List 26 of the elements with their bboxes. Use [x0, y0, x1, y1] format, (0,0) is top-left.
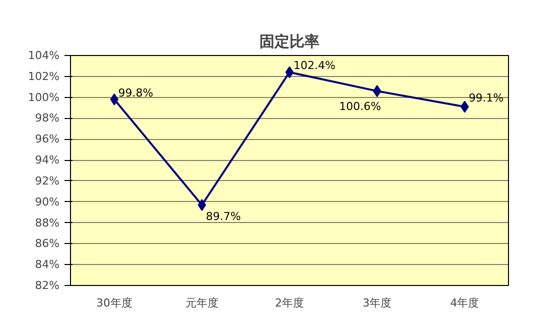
- data-label: 100.6%: [339, 100, 382, 114]
- x-tick-label: 30年度: [96, 296, 132, 310]
- y-tick-label: 100%: [28, 90, 60, 104]
- y-tick-label: 96%: [35, 132, 60, 146]
- y-tick-label: 92%: [35, 174, 60, 188]
- y-tick-label: 88%: [35, 216, 60, 230]
- y-tick-label: 102%: [28, 70, 60, 83]
- data-label: 102.4%: [294, 59, 336, 72]
- y-tick-label: 104%: [28, 49, 60, 62]
- y-tick-label: 94%: [35, 154, 60, 167]
- point: [198, 199, 206, 211]
- x-tick-label: 元年度: [185, 296, 218, 310]
- point: [372, 85, 382, 98]
- y-tick-label: 98%: [35, 112, 60, 125]
- x-tick-label: 3年度: [362, 296, 392, 310]
- y-tick-label: 90%: [35, 195, 60, 208]
- chart-title: 固定比率: [260, 32, 320, 50]
- x-tick-label: 2年度: [275, 296, 304, 310]
- data-label: 99.8%: [118, 86, 154, 100]
- point: [285, 66, 294, 78]
- y-tick-label: 84%: [35, 258, 60, 272]
- y-tick-label: 82%: [35, 279, 60, 292]
- y-tick-label: 86%: [35, 237, 60, 250]
- x-tick-label: 4年度: [450, 296, 480, 310]
- data-label: 89.7%: [206, 210, 241, 223]
- data-label: 99.1%: [468, 92, 504, 105]
